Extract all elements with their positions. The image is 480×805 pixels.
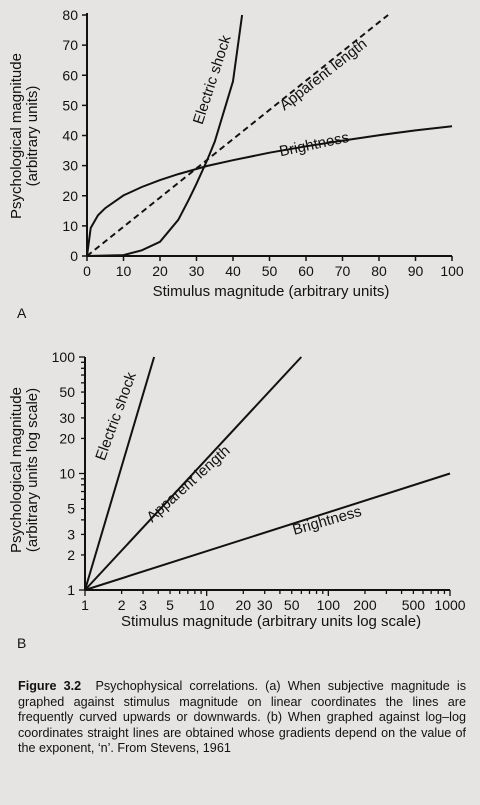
chart-b-x-tick-label: 200 xyxy=(353,597,377,613)
chart-b-x-tick-label: 1000 xyxy=(434,597,465,613)
chart-a-series-apparent-length xyxy=(86,14,389,257)
chart-b-x-tick-label: 500 xyxy=(402,597,426,613)
chart-b-x-tick-label: 2 xyxy=(118,597,126,613)
chart-b-y-axis-label: Psychological magnitude(arbitrary units … xyxy=(8,387,41,553)
chart-a-x-tick-label: 80 xyxy=(371,263,387,279)
chart-b-y-tick-label: 1 xyxy=(67,582,75,598)
chart-b-log-log: B Stimulus magnitude (arbitrary units lo… xyxy=(8,349,466,651)
caption-text: Psychophysical correlations. (a) When su… xyxy=(18,679,466,756)
chart-b-x-tick-label: 20 xyxy=(236,597,252,613)
chart-b-x-axis-label: Stimulus magnitude (arbitrary units log … xyxy=(121,613,421,630)
chart-b-y-tick-label: 30 xyxy=(59,410,75,426)
chart-a-x-tick-label: 60 xyxy=(298,263,314,279)
chart-a-x-tick-label: 40 xyxy=(225,263,241,279)
chart-b-x-tick-label: 1 xyxy=(81,597,89,613)
panel-label-b: B xyxy=(17,635,26,651)
chart-a-y-tick-label: 40 xyxy=(62,128,78,144)
chart-b-series-electric-shock xyxy=(84,356,156,591)
chart-b-x-tick-label: 100 xyxy=(317,597,341,613)
chart-b-y-tick-label: 5 xyxy=(67,501,75,517)
chart-a-label-apparent-length: Apparent length xyxy=(276,35,370,114)
chart-b-label-brightness: Brightness xyxy=(291,503,364,539)
chart-b-series-brightness xyxy=(84,472,451,591)
chart-a-x-tick-label: 30 xyxy=(189,263,205,279)
chart-b-series-apparent-length xyxy=(84,356,303,591)
chart-a-x-tick-label: 50 xyxy=(262,263,278,279)
chart-a-y-tick-label: 30 xyxy=(62,158,78,174)
chart-b-y-tick-label: 3 xyxy=(67,526,75,542)
chart-b-y-tick-label: 20 xyxy=(59,430,75,446)
chart-a-x-tick-label: 90 xyxy=(408,263,424,279)
chart-a-x-tick-label: 100 xyxy=(440,263,464,279)
chart-a-series-electric-shock xyxy=(86,14,244,257)
chart-b-x-tick-label: 3 xyxy=(139,597,147,613)
chart-a-x-tick-label: 0 xyxy=(83,263,91,279)
chart-b-x-tick-label: 10 xyxy=(199,597,215,613)
chart-b-y-tick-label: 100 xyxy=(52,349,76,365)
chart-a-x-tick-label: 20 xyxy=(152,263,168,279)
chart-a-label-brightness: Brightness xyxy=(278,129,351,160)
chart-a-linear: A Stimulus magnitude (arbitrary units) P… xyxy=(8,7,464,321)
chart-a-y-tick-label: 0 xyxy=(70,248,78,264)
chart-b-label-electric-shock: Electric shock xyxy=(92,370,140,463)
chart-a-y-axis-label: Psychological magnitude(arbitrary units) xyxy=(8,53,41,219)
chart-b-x-tick-label: 5 xyxy=(166,597,174,613)
chart-a-x-tick-label: 10 xyxy=(116,263,132,279)
chart-a-x-axis-label: Stimulus magnitude (arbitrary units) xyxy=(153,283,390,300)
chart-a-y-tick-label: 20 xyxy=(62,188,78,204)
chart-a-x-tick-label: 70 xyxy=(335,263,351,279)
chart-b-y-tick-label: 2 xyxy=(67,547,75,563)
chart-b-y-tick-label: 10 xyxy=(59,466,75,482)
chart-a-y-tick-label: 10 xyxy=(62,218,78,234)
chart-a-y-tick-label: 80 xyxy=(62,7,78,23)
chart-b-x-tick-label: 50 xyxy=(284,597,300,613)
chart-a-series-brightness xyxy=(86,125,453,257)
chart-a-label-electric-shock: Electric shock xyxy=(190,33,235,127)
chart-b-y-tick-label: 50 xyxy=(59,384,75,400)
chart-a-y-tick-label: 70 xyxy=(62,37,78,53)
chart-b-label-apparent-length: Apparent length xyxy=(143,442,233,526)
chart-a-y-tick-label: 50 xyxy=(62,97,78,113)
figure-number: Figure 3.2 xyxy=(18,679,82,693)
figure-caption: Figure 3.2 Psychophysical correlations. … xyxy=(18,679,466,757)
panel-label-a: A xyxy=(17,305,27,321)
chart-b-x-tick-label: 30 xyxy=(257,597,273,613)
chart-a-y-tick-label: 60 xyxy=(62,67,78,83)
